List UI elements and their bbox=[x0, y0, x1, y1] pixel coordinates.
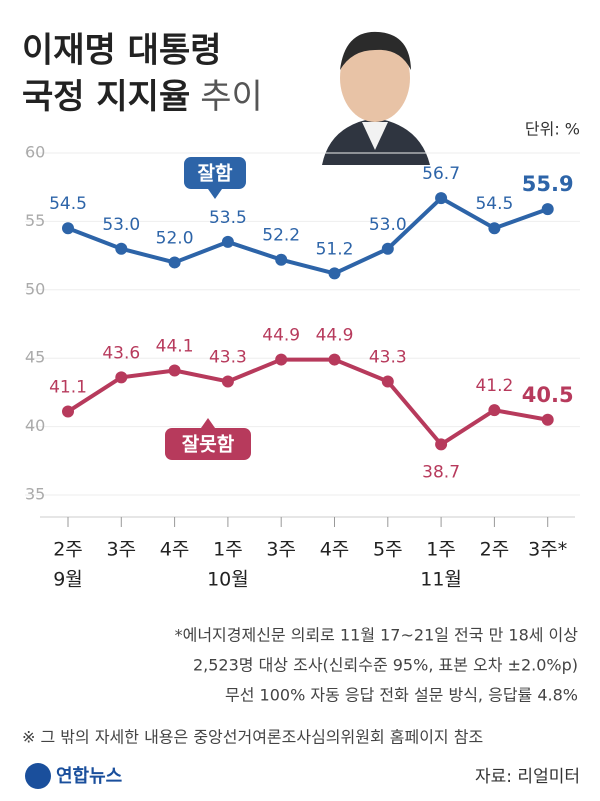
footnote: *에너지경제신문 의뢰로 11월 17~21일 전국 만 18세 이상 bbox=[175, 626, 579, 645]
line bbox=[66, 357, 549, 447]
value-label: 53.5 bbox=[209, 208, 247, 228]
chart-title: 국정 지지율 추이 bbox=[22, 77, 263, 117]
point bbox=[62, 222, 74, 235]
value-label: 38.7 bbox=[422, 462, 460, 482]
point bbox=[488, 404, 501, 417]
point bbox=[275, 353, 288, 366]
remark: ※ 그 밖의 자세한 내용은 중앙선거여론조사심의위원회 홈페이지 참조 bbox=[22, 728, 483, 747]
y-tick-label: 60 bbox=[25, 143, 45, 162]
legend-label: 잘함 bbox=[198, 163, 233, 185]
unit-label: 단위: % bbox=[525, 120, 580, 139]
point bbox=[221, 235, 234, 248]
x-tick-label: 2주 bbox=[480, 539, 510, 561]
source: 자료: 리얼미터 bbox=[475, 767, 580, 787]
x-tick-label: 3주* bbox=[528, 539, 567, 561]
value-label: 41.2 bbox=[475, 376, 513, 396]
x-group-label: 10월 bbox=[207, 569, 249, 591]
legend-label: 잘못함 bbox=[182, 434, 235, 456]
point bbox=[115, 371, 128, 384]
point bbox=[328, 267, 341, 280]
point bbox=[435, 192, 448, 205]
x-tick-label: 1주 bbox=[213, 539, 243, 561]
value-label: 55.9 bbox=[522, 172, 574, 196]
x-tick-label: 5주 bbox=[373, 539, 403, 561]
chart-title: 이재명 대통령 bbox=[22, 31, 222, 71]
value-label: 43.6 bbox=[102, 343, 140, 363]
point bbox=[168, 256, 181, 269]
x-group-label: 11월 bbox=[420, 569, 462, 591]
point bbox=[221, 375, 234, 388]
footnote: 무선 100% 자동 응답 전화 설문 방식, 응답률 4.8% bbox=[225, 686, 578, 705]
x-group-label: 9월 bbox=[53, 569, 83, 591]
legend-pointer bbox=[201, 418, 215, 428]
point bbox=[541, 203, 554, 216]
legend-box bbox=[165, 428, 251, 460]
value-label: 41.1 bbox=[49, 378, 87, 398]
y-tick-label: 35 bbox=[25, 485, 45, 504]
chart-title-suffix: 추이 bbox=[200, 77, 263, 117]
value-label: 52.0 bbox=[156, 228, 194, 248]
x-tick-label: 4주 bbox=[160, 539, 190, 561]
chart-title: 국정 지지율 bbox=[22, 77, 190, 117]
y-tick-label: 50 bbox=[25, 279, 45, 298]
point bbox=[62, 405, 74, 418]
value-label: 52.2 bbox=[262, 226, 300, 246]
point bbox=[115, 242, 128, 255]
value-label: 44.1 bbox=[156, 337, 194, 357]
notes: *에너지경제신문 의뢰로 11월 17~21일 전국 만 18세 이상 2,523… bbox=[175, 626, 579, 705]
x-tick-label: 1주 bbox=[426, 539, 456, 561]
point bbox=[488, 222, 501, 235]
logo-icon bbox=[25, 763, 51, 789]
value-label: 54.5 bbox=[475, 194, 513, 214]
point bbox=[275, 253, 288, 266]
point bbox=[381, 375, 394, 388]
value-label: 43.3 bbox=[369, 347, 407, 367]
line bbox=[67, 196, 549, 276]
point bbox=[381, 242, 394, 255]
x-tick-label: 3주 bbox=[107, 539, 137, 561]
value-label: 54.5 bbox=[49, 194, 87, 214]
value-label: 44.9 bbox=[262, 326, 300, 346]
value-label: 51.2 bbox=[316, 239, 354, 259]
plot: 35 40 45 50 55 60 2주 9월 3주 4주 1주 10월 3주 4주 5주 1주 11월 2주 3주… bbox=[25, 143, 580, 591]
legend-pointer bbox=[208, 189, 222, 199]
y-tick-label: 55 bbox=[25, 211, 45, 230]
x-tick-label: 3주 bbox=[266, 539, 296, 561]
point bbox=[328, 353, 341, 366]
value-label: 43.3 bbox=[209, 347, 247, 367]
value-label: 44.9 bbox=[316, 326, 354, 346]
y-tick-label: 45 bbox=[25, 348, 45, 367]
point bbox=[168, 364, 181, 377]
value-label: 53.0 bbox=[369, 215, 407, 235]
point bbox=[435, 438, 448, 451]
y-tick-label: 40 bbox=[25, 416, 45, 435]
x-tick-label: 2주 bbox=[53, 539, 83, 561]
value-label: 56.7 bbox=[422, 164, 460, 184]
x-tick-label: 4주 bbox=[320, 539, 350, 561]
value-label: 53.0 bbox=[102, 215, 140, 235]
value-label: 40.5 bbox=[522, 383, 574, 407]
legend-box bbox=[184, 157, 246, 189]
point bbox=[541, 413, 554, 426]
logo: 연합뉴스 bbox=[56, 765, 122, 787]
footnote: 2,523명 대상 조사(신뢰수준 95%, 표본 오차 ±2.0%p) bbox=[193, 656, 578, 675]
